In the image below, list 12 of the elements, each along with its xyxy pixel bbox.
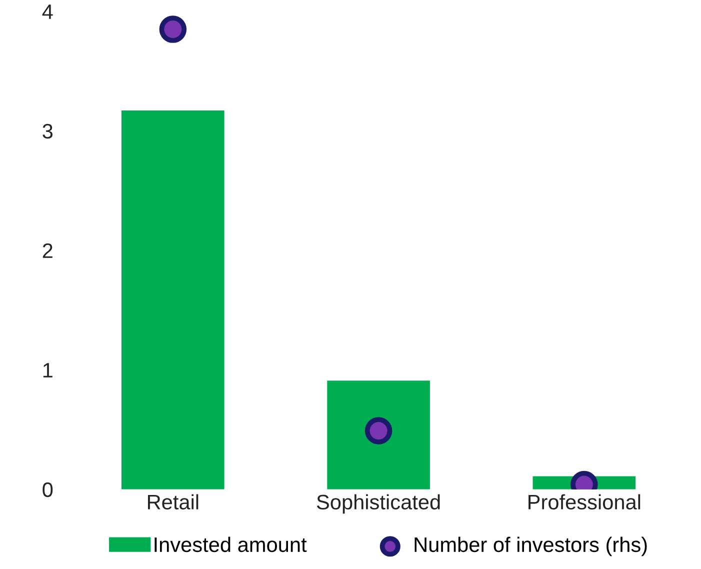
y-tick-label: 0 [42,482,53,498]
x-tick-label: Professional [528,494,640,510]
y-tick-label: 2 [42,243,52,258]
y-tick-label: 4 [42,4,53,19]
x-tick-label: Retail [148,494,198,510]
y-tick-label: 3 [42,124,53,139]
bar [327,380,430,490]
x-tick-label: Sophisticated [316,494,440,514]
legend-label: Number of investors (rhs) [414,536,647,556]
bar [122,110,224,490]
legend-label: Invested amount [154,536,307,552]
y-tick-label: 1 [43,363,52,378]
